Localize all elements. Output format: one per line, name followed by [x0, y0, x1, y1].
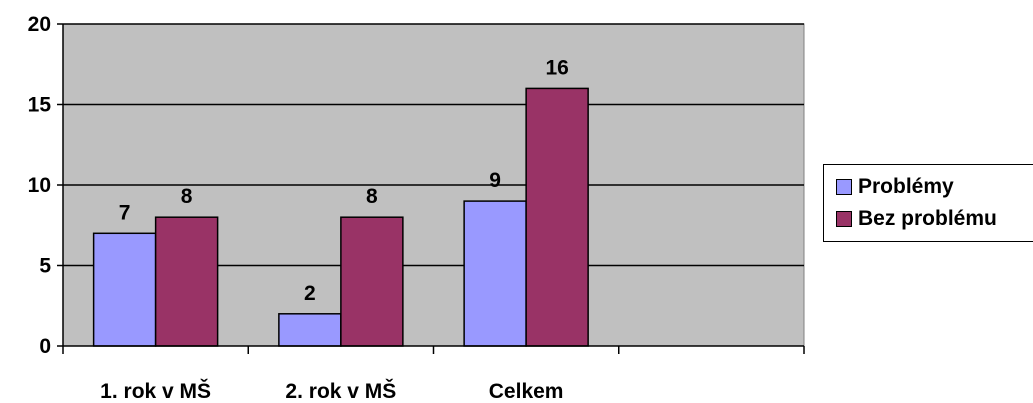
- y-tick-label: 15: [28, 94, 52, 117]
- bar-bez-problemu: [340, 216, 404, 347]
- legend-swatch-problemy: [836, 179, 852, 195]
- bar-bez-problemu: [525, 87, 589, 347]
- data-labels: 7 8 2 8 9 16: [119, 56, 569, 304]
- axes: 0 5 10 15 20 1. rok v MŠ 2. rok v MŠ Celkem: [28, 13, 805, 403]
- bar-bez-problemu: [154, 216, 219, 347]
- legend-label-bez-problemu: Bez problému: [858, 207, 997, 230]
- data-label: 9: [489, 169, 501, 192]
- bar-problemy: [463, 200, 527, 347]
- y-tick-label: 20: [28, 13, 51, 36]
- legend-swatch-bez-problemu: [836, 211, 852, 227]
- bar-problemy: [278, 313, 342, 347]
- data-label: 2: [304, 282, 316, 305]
- legend: Problémy Bez problému: [823, 164, 1033, 242]
- data-label: 8: [366, 185, 378, 208]
- x-category-label: 2. rok v MŠ: [285, 379, 396, 403]
- x-category-label: 1. rok v MŠ: [100, 379, 211, 403]
- data-label: 7: [119, 201, 131, 224]
- y-tick-label: 5: [39, 255, 51, 278]
- data-label: 8: [181, 185, 193, 208]
- data-label: 16: [545, 56, 568, 79]
- legend-item-problemy: Problémy: [836, 175, 954, 199]
- legend-item-bez-problemu: Bez problému: [836, 207, 997, 231]
- y-tick-label: 0: [39, 335, 51, 358]
- x-category-label: Celkem: [489, 380, 564, 403]
- legend-label-problemy: Problémy: [858, 175, 954, 198]
- y-tick-label: 10: [28, 174, 51, 197]
- bar-problemy: [92, 232, 157, 347]
